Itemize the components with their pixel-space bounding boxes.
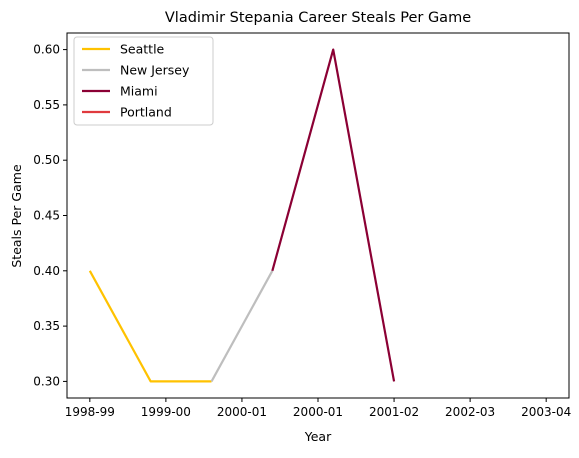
y-tick-label: 0.60 — [33, 43, 60, 57]
x-tick-label: 2000-01 — [293, 405, 343, 419]
chart-title: Vladimir Stepania Career Steals Per Game — [165, 10, 471, 26]
series-line-0 — [88, 270, 212, 383]
x-tick-label: 1998-99 — [65, 405, 115, 419]
x-tick-label: 2002-03 — [445, 405, 495, 419]
series-lines — [88, 48, 396, 383]
legend-label: Portland — [120, 105, 172, 120]
x-tick-label: 2001-02 — [369, 405, 419, 419]
x-tick-label: 2003-04 — [521, 405, 571, 419]
x-axis-ticks: 1998-99 1999-00 2000-01 2000-01 2001-02 2002-… — [65, 398, 571, 419]
x-tick-label: 1999-00 — [141, 405, 191, 419]
y-tick-label: 0.45 — [33, 209, 60, 223]
y-axis-ticks: 0.30 0.35 0.40 0.45 0.50 0.55 0.60 — [33, 43, 67, 388]
y-tick-label: 0.50 — [33, 153, 60, 167]
legend-label: New Jersey — [120, 63, 190, 78]
x-axis-label: Year — [304, 429, 332, 444]
y-tick-label: 0.55 — [33, 98, 60, 112]
x-tick-label: 2000-01 — [217, 405, 267, 419]
y-axis-label: Steals Per Game — [9, 164, 24, 268]
y-tick-label: 0.40 — [33, 264, 60, 278]
legend-label: Miami — [120, 84, 158, 99]
y-tick-label: 0.30 — [33, 374, 60, 388]
legend-box — [73, 36, 214, 126]
series-line-1 — [210, 270, 274, 382]
legend: Seattle New Jersey Miami Portland — [73, 36, 214, 126]
y-tick-label: 0.35 — [33, 319, 60, 333]
legend-label: Seattle — [120, 42, 165, 57]
series-line-2 — [271, 48, 396, 382]
